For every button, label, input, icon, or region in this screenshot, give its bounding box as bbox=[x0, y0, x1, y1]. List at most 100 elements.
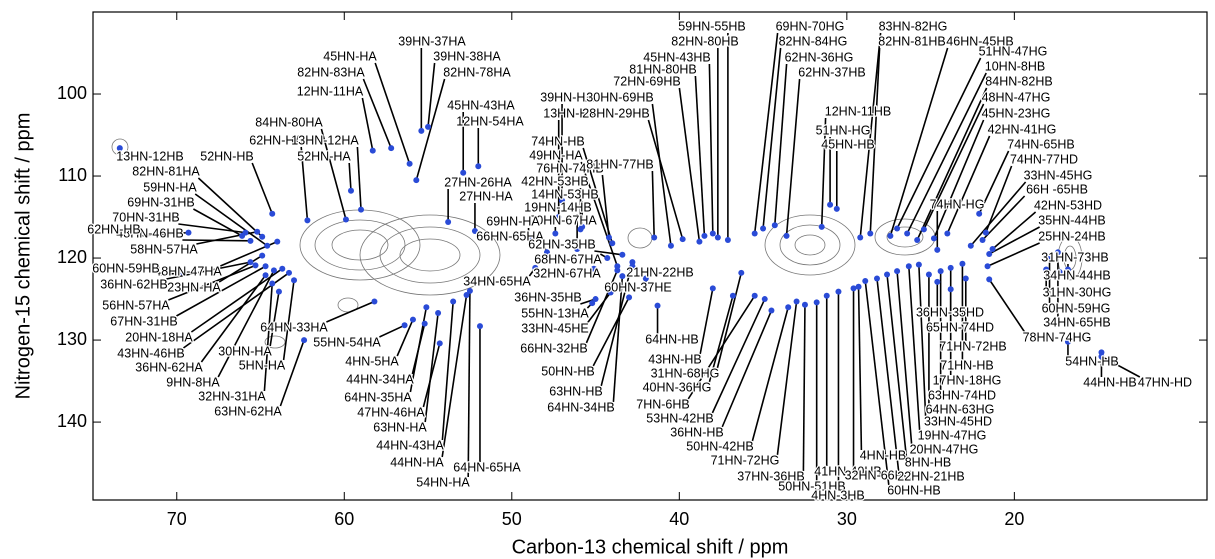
annotation-label: 55HN-54HA bbox=[313, 335, 381, 349]
x-axis-label: Carbon-13 chemical shift / ppm bbox=[512, 536, 789, 558]
peak-marker bbox=[437, 340, 443, 346]
annotation-label: 4HN-3HB bbox=[811, 488, 865, 502]
annotation-label: 64HN-HB bbox=[645, 332, 699, 346]
annotation-label: 34HN-65HA bbox=[463, 274, 531, 288]
leader-line bbox=[613, 276, 622, 402]
peak-marker bbox=[388, 145, 394, 151]
peak-marker bbox=[784, 233, 790, 239]
peak-marker bbox=[276, 289, 282, 295]
peak-marker bbox=[655, 303, 661, 309]
peak-marker bbox=[467, 288, 473, 294]
leader-line bbox=[442, 295, 466, 457]
leader-line bbox=[752, 307, 788, 441]
annotation-label: 39HN-37HA bbox=[398, 34, 466, 48]
annotation-label: 30HN-69HB bbox=[586, 90, 653, 104]
leader-line bbox=[587, 292, 610, 323]
peak-marker bbox=[934, 279, 940, 285]
leader-line bbox=[787, 79, 800, 236]
annotation-label: 63HN-HB bbox=[549, 384, 603, 398]
peak-marker bbox=[304, 217, 310, 223]
leader-line bbox=[989, 279, 1024, 332]
annotation-label: 83HN-82HG bbox=[879, 19, 948, 33]
leader-line bbox=[425, 313, 438, 422]
annotation-label: 12HN-11HA bbox=[297, 84, 364, 98]
annotation-label: 60HN-59HB bbox=[92, 261, 159, 275]
peak-marker bbox=[986, 251, 992, 257]
peak-marker bbox=[874, 276, 880, 282]
annotation-label: 45HN-HB bbox=[821, 137, 875, 151]
annotation-label: 20HN-18HA bbox=[125, 330, 193, 344]
peak-marker bbox=[834, 206, 840, 212]
y-tick-label: 140 bbox=[57, 411, 87, 431]
peak-marker bbox=[423, 304, 429, 310]
x-tick-label: 40 bbox=[669, 509, 689, 529]
leader-line bbox=[877, 279, 899, 471]
peak-marker bbox=[802, 302, 808, 308]
annotation-label: 25HN-24HB bbox=[1038, 229, 1105, 243]
annotation-label: 13HN-12HB bbox=[116, 149, 183, 163]
annotation-label: 84HN-82HB bbox=[985, 74, 1052, 88]
leader-line bbox=[357, 147, 361, 210]
peak-marker bbox=[477, 323, 483, 329]
leader-line bbox=[859, 287, 862, 450]
peak-marker bbox=[948, 286, 954, 292]
annotation-label: 69HN-70HG bbox=[776, 19, 845, 33]
peak-marker bbox=[921, 226, 927, 232]
annotation-label: 48HN-47HA bbox=[154, 264, 222, 278]
annotation-label: 45HN-43HB bbox=[643, 50, 710, 64]
annotation-label: 63HN-74HD bbox=[928, 388, 996, 402]
annotation-label: 62HN-HB bbox=[87, 222, 141, 236]
annotation-label: 34HN-65HB bbox=[1043, 315, 1110, 329]
peak-marker bbox=[725, 237, 731, 243]
y-tick-label: 100 bbox=[57, 83, 87, 103]
annotation-label: 66HN-32HB bbox=[520, 341, 587, 355]
leader-line bbox=[947, 136, 989, 233]
peak-marker bbox=[552, 230, 558, 236]
annotation-label: 45HN-HA bbox=[323, 49, 377, 63]
leader-line bbox=[195, 194, 267, 246]
y-tick-label: 120 bbox=[57, 247, 87, 267]
x-tick-label: 20 bbox=[1004, 509, 1024, 529]
peak-marker bbox=[371, 299, 377, 305]
peak-marker bbox=[425, 124, 431, 130]
annotation-label: 21HN-22HB bbox=[626, 265, 693, 279]
leader-line bbox=[423, 343, 439, 407]
peak-marker bbox=[980, 237, 986, 243]
annotation-label: 54HN-HB bbox=[1065, 354, 1119, 368]
leader-line bbox=[679, 88, 699, 242]
leader-line bbox=[983, 196, 1025, 240]
peak-marker bbox=[651, 235, 657, 241]
annotation-label: 82HN-81HB bbox=[878, 34, 945, 48]
annotation-label: 60HN-37HE bbox=[604, 280, 671, 294]
peak-marker bbox=[819, 224, 825, 230]
leader-line bbox=[468, 291, 470, 477]
annotation-label: 65HN-74HD bbox=[926, 320, 994, 334]
leader-line bbox=[919, 265, 926, 416]
annotation-label: 71HN-72HB bbox=[939, 339, 1006, 353]
annotation-label: 43HN-46HB bbox=[117, 346, 184, 360]
peak-marker bbox=[968, 243, 974, 249]
annotation-label: 19HN-14HB bbox=[524, 200, 591, 214]
annotation-label: 12HN-54HA bbox=[456, 114, 524, 128]
peak-marker bbox=[606, 235, 612, 241]
leader-line bbox=[363, 79, 391, 148]
peak-marker bbox=[752, 230, 758, 236]
annotation-label: 7HN-6HB bbox=[636, 397, 690, 411]
leader-line bbox=[652, 171, 654, 238]
peak-marker bbox=[445, 219, 451, 225]
annotation-label: 84HN-80HA bbox=[255, 115, 323, 129]
peak-marker bbox=[242, 230, 248, 236]
peak-marker bbox=[269, 280, 275, 286]
annotation-label: 62HN-37HB bbox=[798, 65, 865, 79]
peak-marker bbox=[410, 317, 416, 323]
peak-marker bbox=[252, 262, 258, 268]
annotation-label: 43HN-HB bbox=[648, 352, 702, 366]
peak-marker bbox=[263, 272, 269, 278]
annotation-label: 81HN-77HB bbox=[586, 157, 653, 171]
annotation-label: 69HN-HA bbox=[486, 214, 540, 228]
peak-marker bbox=[343, 217, 349, 223]
peak-marker bbox=[291, 277, 297, 283]
peak-marker bbox=[835, 289, 841, 295]
annotation-label: 45HN-43HA bbox=[447, 98, 515, 112]
peak-marker bbox=[358, 207, 364, 213]
